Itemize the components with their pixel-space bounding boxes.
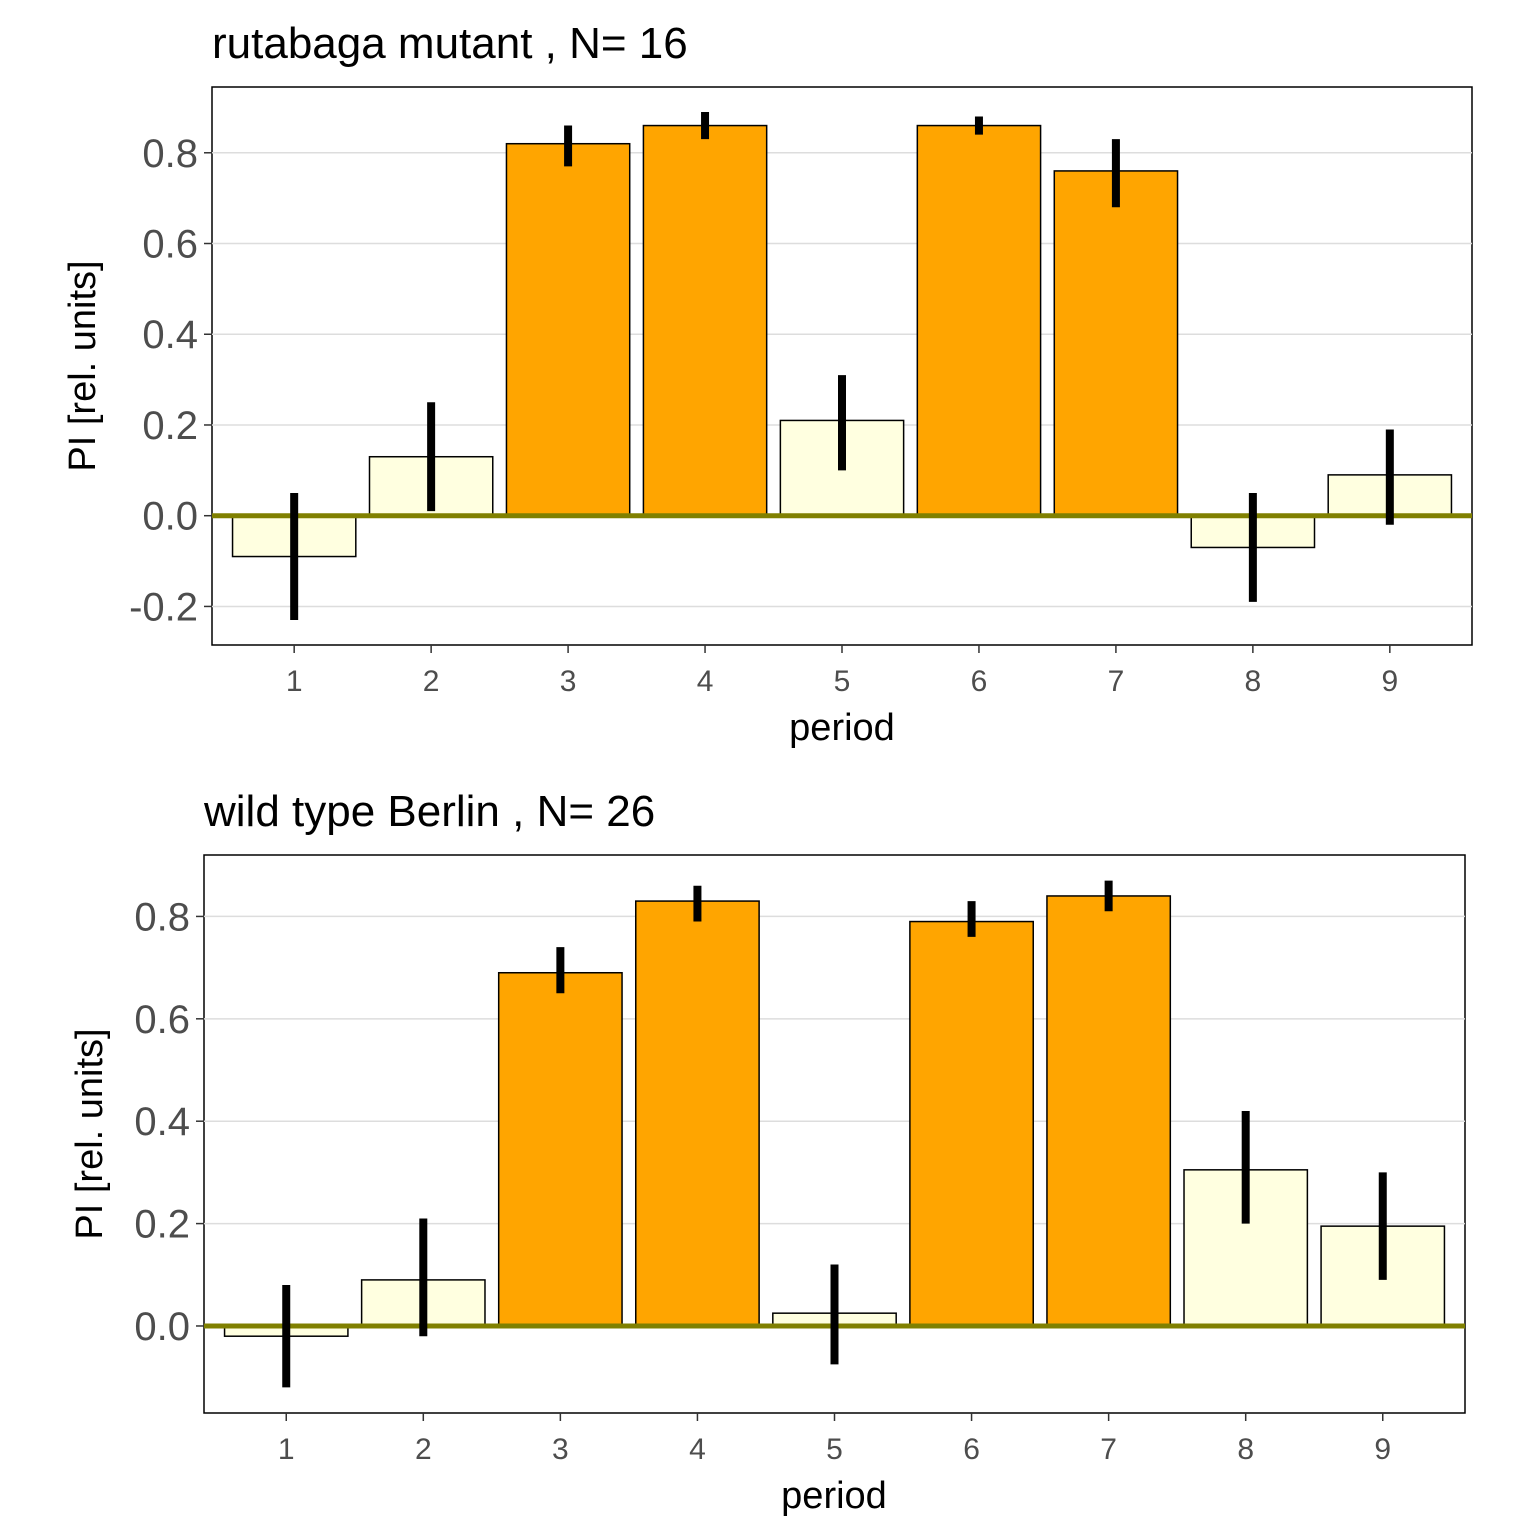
x-tick-label: 7 — [1100, 1433, 1117, 1466]
x-tick-label: 8 — [1245, 665, 1262, 698]
x-tick-label: 5 — [834, 665, 851, 698]
x-tick-label: 9 — [1381, 665, 1398, 698]
chart-rutabaga: rutabaga mutant , N= 16 -0.2 0.0 0.2 0.4 0.6… — [62, 19, 1473, 749]
x-tick-label: 1 — [286, 665, 303, 698]
chart-wild-type: wild type Berlin , N= 26 0.0 0.2 0.4 0.6 0.8… — [0, 768, 1536, 1536]
x-tick-label: 4 — [697, 665, 714, 698]
error-bars — [290, 111, 1394, 621]
y-tick-label: 0.8 — [142, 132, 198, 176]
bar-period-4 — [635, 900, 760, 1327]
x-tick-label: 3 — [552, 1433, 569, 1466]
bar-period-7 — [1053, 170, 1179, 517]
y-tick-label: 0.2 — [142, 404, 198, 448]
plot-panel — [211, 86, 1473, 646]
bar-period-7 — [1046, 895, 1172, 1327]
chart-title: wild type Berlin , N= 26 — [203, 787, 655, 836]
x-tick-label: 2 — [415, 1433, 432, 1466]
bars — [204, 895, 1465, 1337]
x-tick-label: 9 — [1374, 1433, 1391, 1466]
bar-period-3 — [505, 142, 631, 517]
x-axis-title: period — [781, 1475, 887, 1517]
bar-chart-rutabaga-svg: rutabaga mutant , N= 16 -0.2 0.0 0.2 0.4 0.6… — [62, 19, 1473, 749]
x-tick-label: 6 — [971, 665, 988, 698]
y-tick-label: 0.2 — [134, 1203, 190, 1247]
error-bars — [282, 880, 1387, 1388]
x-tick-labels: 1 2 3 4 5 6 7 8 9 — [286, 645, 1398, 698]
y-axis-title: PI [rel. units] — [69, 1028, 111, 1239]
x-axis-title: period — [789, 707, 895, 749]
y-tick-labels: -0.2 0.0 0.2 0.4 0.6 0.8 — [129, 132, 212, 629]
bar-period-3 — [497, 971, 623, 1327]
bar-period-6 — [909, 920, 1034, 1327]
y-tick-labels: 0.0 0.2 0.4 0.6 0.8 — [134, 895, 204, 1349]
y-tick-label: 0.4 — [142, 313, 198, 357]
y-tick-label: 0.8 — [134, 895, 190, 939]
x-tick-label: 2 — [423, 665, 440, 698]
y-tick-label: 0.6 — [142, 223, 198, 267]
bar-chart-wild-type-svg: wild type Berlin , N= 26 0.0 0.2 0.4 0.6 0.8… — [69, 787, 1466, 1517]
y-tick-label: 0.6 — [134, 998, 190, 1042]
x-tick-label: 1 — [278, 1433, 295, 1466]
bar-period-4 — [642, 124, 768, 517]
y-tick-label: 0.0 — [134, 1305, 190, 1349]
bar-period-6 — [916, 124, 1042, 517]
x-tick-label: 7 — [1108, 665, 1125, 698]
x-tick-label: 6 — [963, 1433, 980, 1466]
chart-title: rutabaga mutant , N= 16 — [212, 19, 688, 68]
x-tick-label: 3 — [560, 665, 577, 698]
x-tick-labels: 1 2 3 4 5 6 7 8 9 — [278, 1413, 1391, 1466]
y-axis-title: PI [rel. units] — [62, 260, 104, 471]
y-tick-label: 0.0 — [142, 495, 198, 539]
x-tick-label: 5 — [826, 1433, 843, 1466]
y-tick-label: 0.4 — [134, 1100, 190, 1144]
y-tick-label: -0.2 — [129, 585, 198, 629]
x-tick-label: 8 — [1237, 1433, 1254, 1466]
x-tick-label: 4 — [689, 1433, 706, 1466]
